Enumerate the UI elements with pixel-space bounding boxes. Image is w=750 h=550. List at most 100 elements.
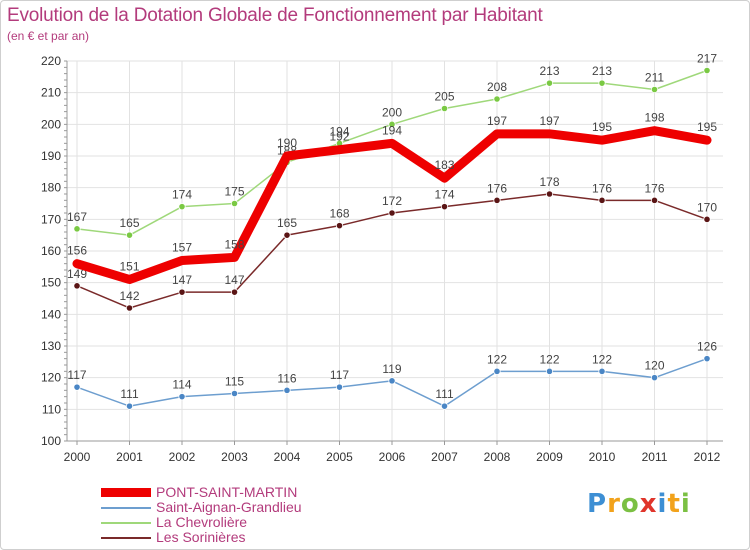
data-point-saint-aignan-grandlieu	[650, 374, 659, 382]
data-point-les-sorini-res	[230, 288, 239, 296]
legend-swatch-les-sorinieres	[101, 537, 151, 539]
data-point-saint-aignan-grandlieu	[178, 393, 186, 401]
y-tick-label: 180	[41, 181, 61, 195]
data-label-les-sorini-res: 170	[697, 200, 717, 214]
data-label-la-chevroli-re: 208	[487, 80, 507, 94]
y-tick-label: 140	[41, 307, 61, 321]
data-point-les-sorini-res	[283, 231, 291, 239]
chart-title: Evolution de la Dotation Globale de Fonc…	[7, 5, 543, 26]
data-point-la-chevroli-re	[73, 225, 81, 233]
data-label-les-sorini-res: 172	[382, 194, 402, 208]
data-label-saint-aignan-grandlieu: 122	[592, 352, 612, 366]
data-label-les-sorini-res: 147	[224, 273, 244, 287]
data-label-saint-aignan-grandlieu: 111	[120, 387, 139, 401]
x-tick-label: 2007	[431, 450, 458, 464]
data-label-les-sorini-res: 147	[172, 273, 192, 287]
legend-swatch-saint-aignan-grandlieu	[101, 507, 151, 509]
data-label-la-chevroli-re: 211	[645, 71, 664, 85]
data-label-la-chevroli-re: 175	[224, 185, 244, 199]
data-label-pont-saint-martin: 158	[224, 237, 244, 251]
data-label-pont-saint-martin: 192	[329, 130, 349, 144]
data-point-saint-aignan-grandlieu	[493, 367, 501, 375]
x-tick-label: 2008	[484, 450, 511, 464]
data-label-la-chevroli-re: 165	[119, 216, 139, 230]
logo-letter: x	[639, 489, 658, 519]
data-label-la-chevroli-re: 200	[382, 105, 402, 119]
legend-swatch-la-chevroliere	[101, 522, 151, 524]
data-point-les-sorini-res	[650, 196, 659, 204]
data-label-les-sorini-res: 178	[539, 175, 559, 189]
data-label-les-sorini-res: 165	[277, 216, 297, 230]
logo-letter: r	[607, 489, 621, 519]
data-label-saint-aignan-grandlieu: 120	[644, 359, 664, 373]
data-label-pont-saint-martin: 195	[697, 120, 717, 134]
data-point-la-chevroli-re	[178, 203, 186, 211]
data-label-les-sorini-res: 174	[434, 188, 454, 202]
data-label-saint-aignan-grandlieu: 119	[382, 362, 401, 376]
logo-letter: P	[587, 489, 608, 519]
data-point-la-chevroli-re	[545, 79, 554, 87]
data-point-la-chevroli-re	[650, 85, 659, 94]
data-label-saint-aignan-grandlieu: 111	[435, 387, 454, 401]
data-label-saint-aignan-grandlieu: 116	[277, 371, 296, 385]
data-label-pont-saint-martin: 156	[67, 244, 87, 258]
x-tick-label: 2000	[64, 450, 91, 464]
x-tick-label: 2006	[379, 450, 406, 464]
data-point-saint-aignan-grandlieu	[598, 367, 606, 375]
data-label-saint-aignan-grandlieu: 114	[172, 378, 191, 392]
y-tick-label: 120	[41, 371, 61, 385]
data-label-pont-saint-martin: 190	[277, 136, 297, 150]
series-line-pont-saint-martin	[72, 126, 712, 284]
data-point-saint-aignan-grandlieu	[703, 355, 711, 363]
logo-letter: i	[657, 489, 668, 519]
legend-label-saint-aignan-grandlieu: Saint-Aignan-Grandlieu	[156, 499, 302, 515]
y-tick-label: 200	[41, 117, 61, 131]
legend-label-pont-saint-martin: PONT-SAINT-MARTIN	[156, 484, 298, 500]
data-point-les-sorini-res	[178, 288, 186, 296]
y-tick-label: 130	[41, 339, 61, 353]
data-label-saint-aignan-grandlieu: 122	[539, 352, 559, 366]
data-label-pont-saint-martin: 195	[592, 120, 612, 134]
data-point-les-sorini-res	[73, 282, 81, 290]
data-label-les-sorini-res: 176	[487, 181, 507, 195]
data-label-pont-saint-martin: 183	[434, 158, 454, 172]
x-tick-label: 2003	[221, 450, 248, 464]
data-point-saint-aignan-grandlieu	[335, 383, 344, 391]
data-point-les-sorini-res	[440, 203, 449, 211]
data-label-les-sorini-res: 176	[644, 181, 664, 195]
data-label-saint-aignan-grandlieu: 117	[67, 368, 86, 382]
data-point-saint-aignan-grandlieu	[440, 402, 449, 410]
data-point-saint-aignan-grandlieu	[230, 389, 239, 398]
chart-subtitle: (en € et par an)	[7, 29, 90, 43]
legend-label-la-chevroliere: La Chevrolière	[156, 514, 248, 530]
logo-letter: o	[620, 489, 640, 519]
y-tick-label: 210	[41, 86, 61, 100]
data-point-saint-aignan-grandlieu	[545, 367, 554, 375]
data-label-pont-saint-martin: 197	[487, 114, 507, 128]
y-tick-label: 100	[41, 434, 61, 448]
data-point-les-sorini-res	[545, 190, 554, 198]
x-tick-label: 2009	[536, 450, 563, 464]
data-point-la-chevroli-re	[598, 79, 606, 87]
data-label-pont-saint-martin: 198	[644, 111, 664, 125]
y-tick-label: 160	[41, 244, 61, 258]
data-label-saint-aignan-grandlieu: 115	[225, 375, 244, 389]
data-label-pont-saint-martin: 197	[539, 114, 559, 128]
x-tick-label: 2005	[326, 450, 353, 464]
x-tick-label: 2002	[169, 450, 196, 464]
data-point-les-sorini-res	[388, 209, 396, 217]
x-tick-label: 2010	[589, 450, 616, 464]
data-label-les-sorini-res: 142	[119, 289, 139, 303]
data-label-les-sorini-res: 168	[329, 207, 349, 221]
y-tick-label: 220	[41, 54, 61, 68]
data-point-la-chevroli-re	[388, 120, 396, 128]
data-point-les-sorini-res	[598, 196, 606, 204]
data-label-saint-aignan-grandlieu: 117	[330, 368, 349, 382]
data-point-saint-aignan-grandlieu	[388, 377, 396, 385]
data-point-la-chevroli-re	[230, 199, 239, 208]
legend-swatch-pont-saint-martin	[101, 488, 151, 497]
data-label-la-chevroli-re: 213	[539, 64, 559, 78]
data-label-la-chevroli-re: 213	[592, 64, 612, 78]
data-label-la-chevroli-re: 205	[434, 90, 454, 104]
